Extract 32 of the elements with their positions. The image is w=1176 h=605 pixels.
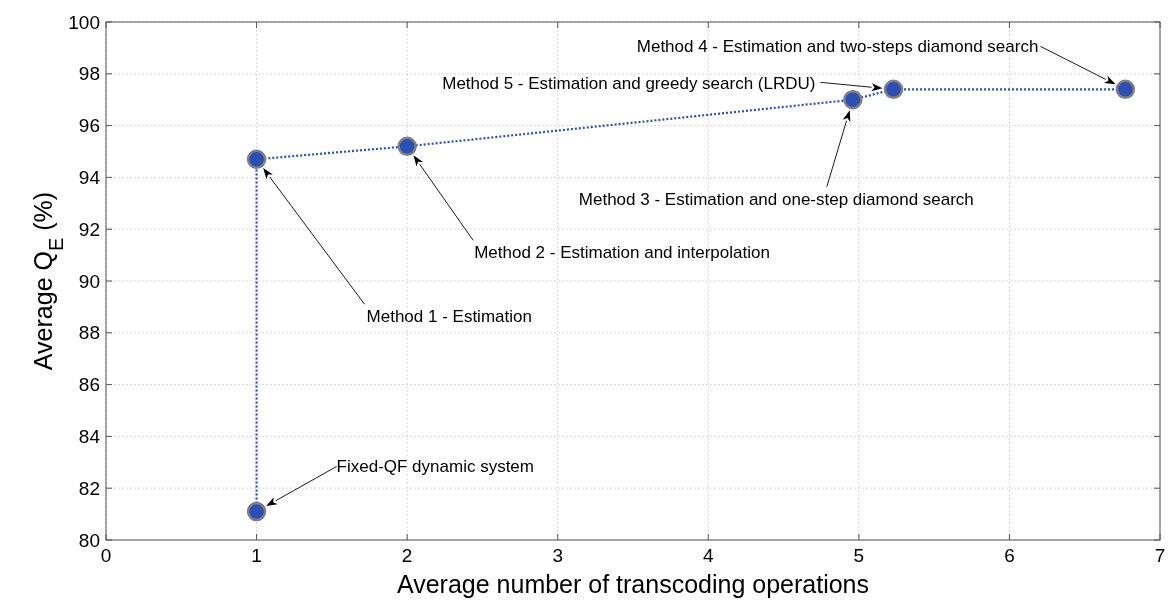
point [246,149,267,170]
y-tick-label: 98 [78,63,100,85]
y-tick-label: 82 [78,477,100,499]
point [883,79,904,100]
y-tick-label: 92 [78,218,100,240]
x-tick-label: 1 [251,545,262,566]
annotation: Method 4 - Estimation and two-steps diamond search [636,37,1039,57]
x-axis-title: Average number of transcoding operations [396,570,870,598]
annotation: Method 5 - Estimation and greedy search (LRDU) [442,74,816,94]
y-tick-label: 88 [78,322,100,344]
x-tick-label: 3 [552,545,563,566]
y-tick-label: 86 [78,374,100,396]
x-tick-label: 6 [1004,545,1015,566]
y-tick-label: 84 [78,426,101,448]
y-tick-label: 100 [68,11,100,33]
y-tick-label: 80 [78,529,100,551]
annotation: Method 2 - Estimation and interpolation [474,243,770,263]
point [1115,79,1136,100]
point [843,89,863,110]
annotation: Method 3 - Estimation and one-step diamond search [578,189,974,209]
y-tick-label: 90 [78,270,100,292]
y-tick-label: 94 [78,167,101,189]
annotation: Method 1 - Estimation [366,307,532,327]
x-tick-label: 4 [703,545,714,566]
x-tick-label: 0 [100,545,112,566]
x-tick-label: 2 [401,545,413,566]
point [397,136,417,157]
y-tick-label: 96 [78,115,100,137]
annotation: Fixed-QF dynamic system [336,457,535,477]
x-tick-label: 5 [853,545,865,566]
x-tick-label: 7 [1154,545,1166,566]
point [246,501,267,522]
